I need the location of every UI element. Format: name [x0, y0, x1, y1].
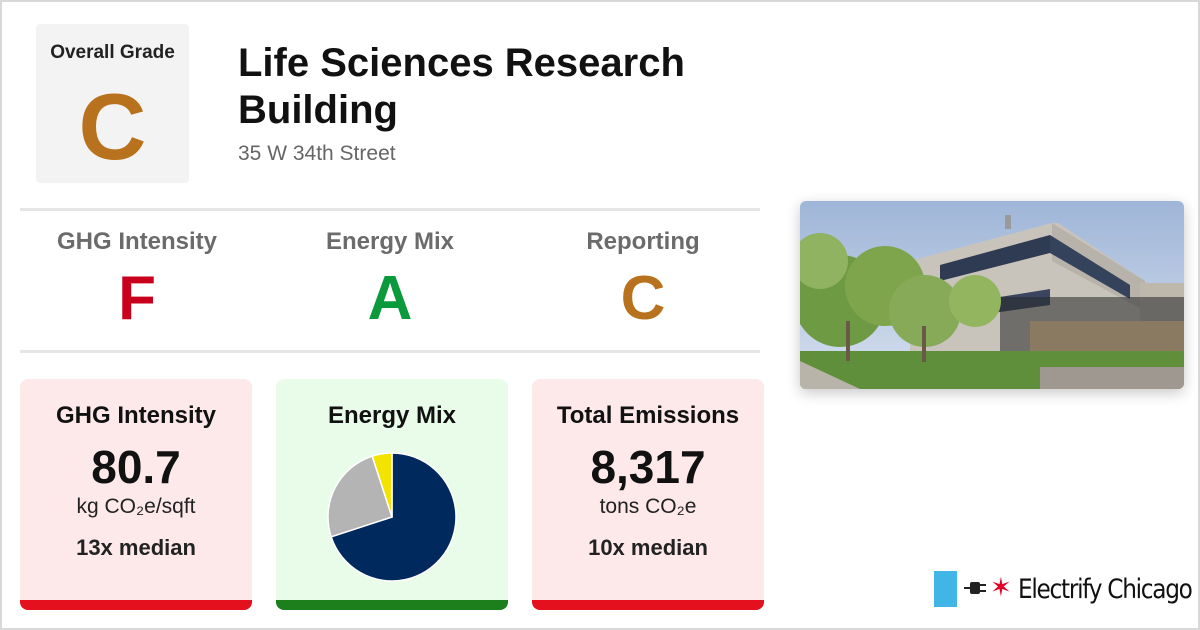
building-photo: [800, 201, 1184, 389]
building-address: 35 W 34th Street: [238, 142, 396, 165]
reporting-grade: Reporting C: [528, 228, 758, 338]
brand-name: Electrify Chicago: [1018, 574, 1193, 605]
grade-label: Reporting: [586, 228, 700, 255]
divider: [20, 208, 760, 211]
status-bar: [532, 600, 764, 610]
pie-slice: [327, 455, 393, 538]
card-median: 10x median: [588, 534, 708, 560]
grade-letter: F: [118, 264, 156, 333]
energy-mix-pie: [327, 452, 457, 582]
plug-icon: [964, 582, 986, 594]
grade-label: Energy Mix: [325, 228, 455, 255]
card-unit: kg CO₂e/sqft: [76, 494, 196, 518]
ghg-intensity-grade: GHG Intensity F: [22, 228, 252, 338]
overall-grade-box: Overall Grade C: [36, 24, 189, 183]
pie-slice: [371, 452, 393, 518]
status-bar: [20, 600, 252, 610]
energy-mix-grade: Energy Mix A: [275, 228, 505, 338]
grade-letter: A: [367, 264, 413, 333]
card-title: GHG Intensity: [55, 402, 217, 429]
ghg-intensity-card: GHG Intensity 80.7 kg CO₂e/sqft 13x medi…: [20, 379, 252, 610]
card-unit: tons CO₂e: [599, 494, 697, 518]
energy-mix-card: Energy Mix: [276, 379, 508, 610]
status-bar: [276, 600, 508, 610]
card-value: 80.7: [91, 441, 181, 493]
card-title: Total Emissions: [556, 402, 740, 429]
overall-grade-value: C: [78, 74, 147, 179]
divider: [20, 350, 760, 353]
total-emissions-card: Total Emissions 8,317 tons CO₂e 10x medi…: [532, 379, 764, 610]
grade-label: GHG Intensity: [56, 228, 218, 255]
card-value: 8,317: [590, 441, 706, 493]
pie-slice: [330, 452, 457, 582]
overall-grade-label: Overall Grade: [50, 42, 175, 63]
chicago-flag-icon: [934, 571, 957, 607]
card-title: Energy Mix: [327, 402, 457, 429]
building-name: Life Sciences Research Building: [238, 41, 685, 133]
electrify-chicago-logo: ✶ Electrify Chicago: [934, 570, 1193, 608]
grade-letter: C: [620, 264, 666, 333]
card-median: 13x median: [76, 534, 196, 560]
chicago-star-icon: ✶: [990, 572, 1012, 602]
